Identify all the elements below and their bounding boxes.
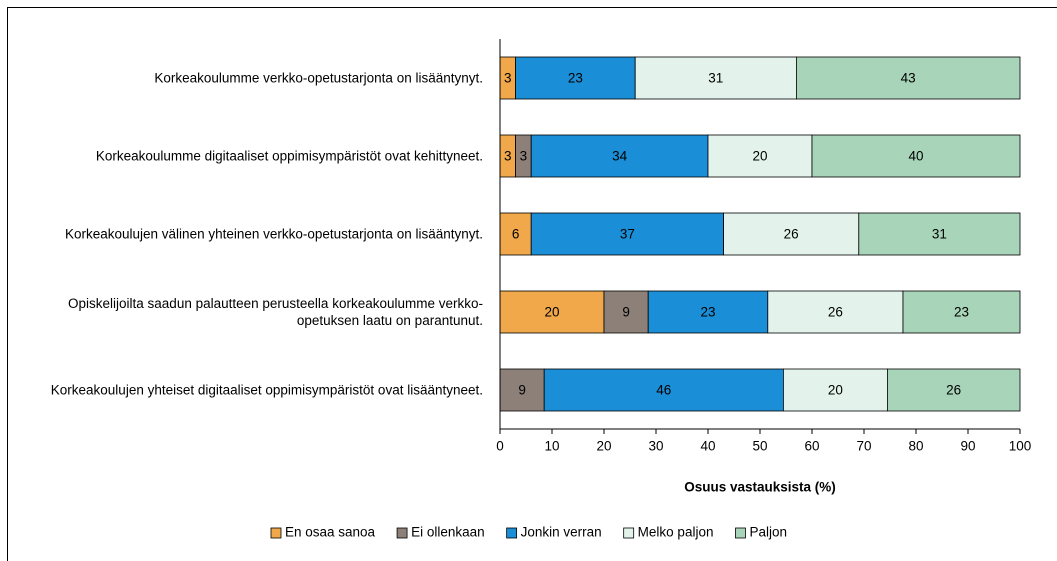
data-label: 37	[620, 227, 635, 242]
data-label: 31	[932, 227, 947, 242]
data-label: 3	[504, 71, 512, 86]
data-label: 6	[512, 227, 520, 242]
x-tick-label: 30	[648, 439, 663, 454]
bar-segment	[499, 368, 545, 412]
data-label: 3	[520, 149, 528, 164]
category-label: Korkeakoulumme verkko-opetustarjonta on …	[154, 70, 483, 86]
data-label: 40	[908, 149, 923, 164]
data-label: 9	[622, 305, 630, 320]
data-label: 43	[901, 71, 916, 86]
data-label: 23	[568, 71, 583, 86]
legend-label: Jonkin verran	[521, 525, 602, 540]
bar-segment	[530, 134, 709, 178]
legend-swatch	[506, 527, 518, 539]
data-label: 20	[752, 149, 767, 164]
legend-swatch	[270, 527, 282, 539]
bar-segment	[515, 56, 636, 100]
legend-swatch	[623, 527, 635, 539]
bar-segment	[707, 134, 813, 178]
legend-label: Paljon	[749, 525, 787, 540]
bar-segment	[887, 368, 1021, 412]
bar-segment	[723, 212, 860, 256]
x-tick-label: 10	[544, 439, 559, 454]
x-tick-label: 70	[856, 439, 871, 454]
legend-swatch	[735, 527, 746, 539]
data-label: 34	[612, 149, 628, 164]
bar-segment	[767, 290, 904, 334]
legend-swatch	[396, 527, 408, 539]
x-tick-label: 0	[496, 439, 504, 454]
category-label: Korkeakoulumme digitaaliset oppimisympär…	[95, 148, 483, 164]
category-label: Korkeakoulujen yhteiset digitaaliset opp…	[50, 382, 483, 398]
category-label: Opiskelijoilta saadun palautteen peruste…	[68, 296, 483, 328]
x-axis-title: Osuus vastauksista (%)	[684, 480, 836, 495]
data-label: 26	[784, 227, 799, 242]
chart-frame	[7, 7, 1057, 561]
bar-segment	[543, 368, 784, 412]
bar-segment	[603, 290, 649, 334]
x-tick-label: 20	[596, 439, 611, 454]
x-tick-label: 90	[960, 439, 975, 454]
data-label: 3	[504, 149, 512, 164]
data-label: 9	[518, 383, 526, 398]
data-label: 23	[954, 305, 969, 320]
bar-segment	[811, 134, 1021, 178]
bar-segment	[783, 368, 888, 412]
data-label: 31	[708, 71, 723, 86]
bar-segment	[499, 212, 532, 256]
x-tick-label: 40	[700, 439, 715, 454]
bar-segment	[796, 56, 1021, 100]
bar-segment	[902, 290, 1021, 334]
x-tick-label: 50	[752, 439, 767, 454]
legend-label: Ei ollenkaan	[411, 525, 485, 540]
bar-segment	[530, 212, 725, 256]
x-tick-label: 80	[908, 439, 923, 454]
legend-label: Melko paljon	[638, 525, 714, 540]
category-label: Korkeakoulujen välinen yhteinen verkko-o…	[64, 226, 483, 242]
bar-segment	[858, 212, 1021, 256]
data-label: 20	[544, 305, 559, 320]
data-label: 26	[828, 305, 843, 320]
x-tick-label: 100	[1009, 439, 1032, 454]
data-label: 23	[700, 305, 715, 320]
data-label: 26	[946, 383, 961, 398]
x-tick-label: 60	[804, 439, 819, 454]
legend-label: En osaa sanoa	[285, 525, 376, 540]
data-label: 46	[656, 383, 671, 398]
data-label: 20	[828, 383, 843, 398]
